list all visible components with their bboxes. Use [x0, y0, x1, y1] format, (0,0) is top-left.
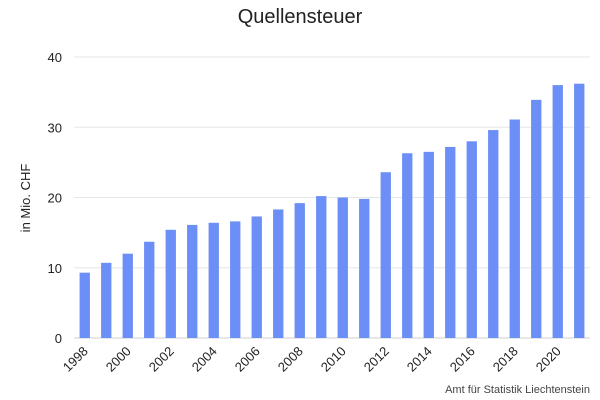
bar: [101, 262, 112, 338]
x-axis-ticks: 1998 2000 2002 2004 2006 2008 2010 2012 2014 2016…: [60, 344, 564, 375]
x-tick-label: 2014: [404, 344, 435, 375]
x-tick-label: 2000: [103, 344, 134, 375]
x-tick-label: 2020: [533, 344, 564, 375]
bar: [79, 272, 90, 338]
bar: [316, 196, 327, 338]
bar: [251, 216, 262, 338]
x-tick-label: 2004: [189, 344, 220, 375]
x-tick-label: 2016: [447, 344, 478, 375]
bar: [423, 151, 434, 338]
bar: [488, 130, 499, 338]
grid-lines: [74, 56, 590, 339]
y-axis-label: in Mio. CHF: [18, 164, 33, 233]
y-axis-ticks: 0 10 20 30 40: [48, 50, 62, 346]
bar: [144, 241, 155, 338]
bar: [337, 197, 348, 338]
bar: [208, 222, 219, 338]
y-tick-label: 10: [48, 261, 62, 276]
bar: [380, 172, 391, 338]
y-tick-label: 20: [48, 191, 62, 206]
bar: [552, 85, 563, 338]
x-tick-label: 2008: [275, 344, 306, 375]
x-tick-label: 2006: [232, 344, 263, 375]
y-tick-label: 40: [48, 50, 62, 65]
bar: [187, 224, 198, 338]
bar: [273, 209, 284, 338]
x-tick-label: 2018: [490, 344, 521, 375]
bar: [165, 229, 176, 338]
bar: [466, 141, 477, 338]
bar: [445, 146, 456, 338]
x-tick-label: 2010: [318, 344, 349, 375]
bar: [359, 198, 370, 338]
bar: [402, 153, 413, 338]
chart-title: Quellensteuer: [237, 6, 363, 28]
bars: [79, 83, 585, 339]
source-note: Amt für Statistik Liechtenstein: [445, 384, 590, 396]
bar: [574, 83, 585, 338]
bar: [294, 203, 305, 338]
x-tick-label: 1998: [60, 344, 91, 375]
bar: [122, 253, 133, 338]
y-tick-label: 30: [48, 120, 62, 135]
x-tick-label: 2012: [361, 344, 392, 375]
bar: [509, 119, 520, 339]
x-tick-label: 2002: [146, 344, 177, 375]
y-tick-label: 0: [55, 331, 62, 346]
bar: [531, 99, 542, 338]
bar: [230, 221, 241, 338]
